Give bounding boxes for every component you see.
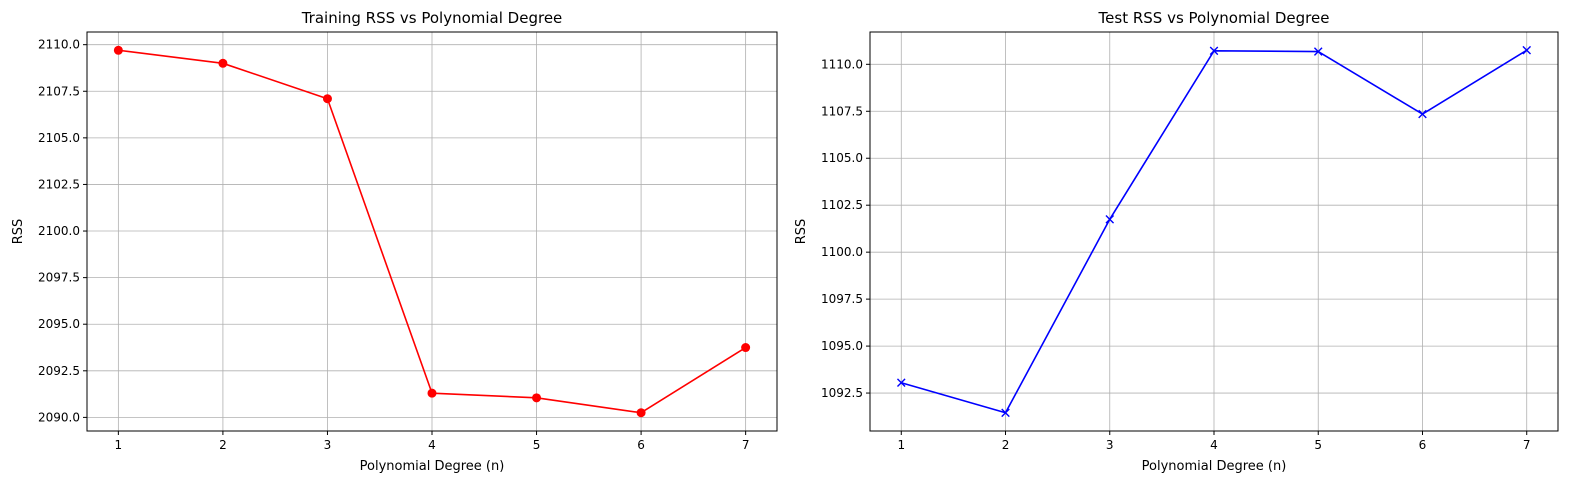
x-tick-label: 7 (742, 438, 750, 452)
y-tick-label: 2095.0 (38, 317, 80, 331)
y-tick-label: 1092.5 (821, 386, 863, 400)
training-rss-point (636, 408, 646, 418)
chart-title: Test RSS vs Polynomial Degree (1098, 9, 1330, 27)
y-tick-label: 2105.0 (38, 131, 80, 145)
test-rss-point (1522, 45, 1532, 55)
y-axis-label: RSS (794, 219, 809, 245)
test-rss-point (1313, 47, 1323, 56)
x-tick-label: 5 (533, 438, 541, 452)
x-tick-label: 3 (1106, 438, 1114, 452)
x-tick-label: 6 (637, 438, 645, 452)
x-tick-label: 2 (219, 438, 227, 452)
x-tick-label: 6 (1419, 438, 1427, 452)
y-tick-label: 2090.0 (38, 410, 80, 424)
x-tick-label: 4 (1210, 438, 1218, 452)
x-tick-label: 4 (428, 438, 436, 452)
test-rss-point (1105, 214, 1115, 224)
x-tick-label: 1 (897, 438, 905, 452)
y-tick-label: 1107.5 (821, 104, 863, 118)
y-tick-label: 2100.0 (38, 224, 80, 238)
y-tick-label: 1110.0 (821, 57, 863, 71)
training-rss-point (113, 45, 123, 55)
x-tick-label: 2 (1002, 438, 1010, 452)
x-tick-label: 7 (1523, 438, 1531, 452)
y-tick-label: 2092.5 (38, 364, 80, 378)
x-axis-label: Polynomial Degree (n) (1142, 459, 1287, 474)
y-axis-label: RSS (11, 219, 26, 245)
test-rss-point (896, 378, 906, 388)
y-tick-label: 1095.0 (821, 339, 863, 353)
y-tick-label: 2097.5 (38, 271, 80, 285)
training-rss-point (741, 343, 751, 353)
y-tick-label: 1097.5 (821, 292, 863, 306)
y-tick-label: 1100.0 (821, 245, 863, 259)
test-rss-point (1001, 408, 1010, 418)
x-axis-label: Polynomial Degree (n) (360, 459, 505, 474)
y-tick-label: 2102.5 (38, 177, 80, 191)
training-rss-point (322, 94, 332, 104)
y-tick-label: 1105.0 (821, 151, 863, 165)
y-tick-label: 2110.0 (38, 38, 80, 52)
training-rss-point (532, 393, 542, 403)
x-tick-label: 1 (115, 438, 123, 452)
y-tick-label: 2107.5 (38, 84, 80, 98)
chart-title: Training RSS vs Polynomial Degree (301, 9, 563, 27)
x-tick-label: 5 (1314, 438, 1322, 452)
y-tick-label: 1102.5 (821, 198, 863, 212)
training-rss-point (427, 388, 437, 398)
test-rss-point (1209, 46, 1219, 56)
x-tick-label: 3 (324, 438, 332, 452)
training-rss-point (218, 58, 228, 68)
test-rss-point (1418, 109, 1427, 119)
